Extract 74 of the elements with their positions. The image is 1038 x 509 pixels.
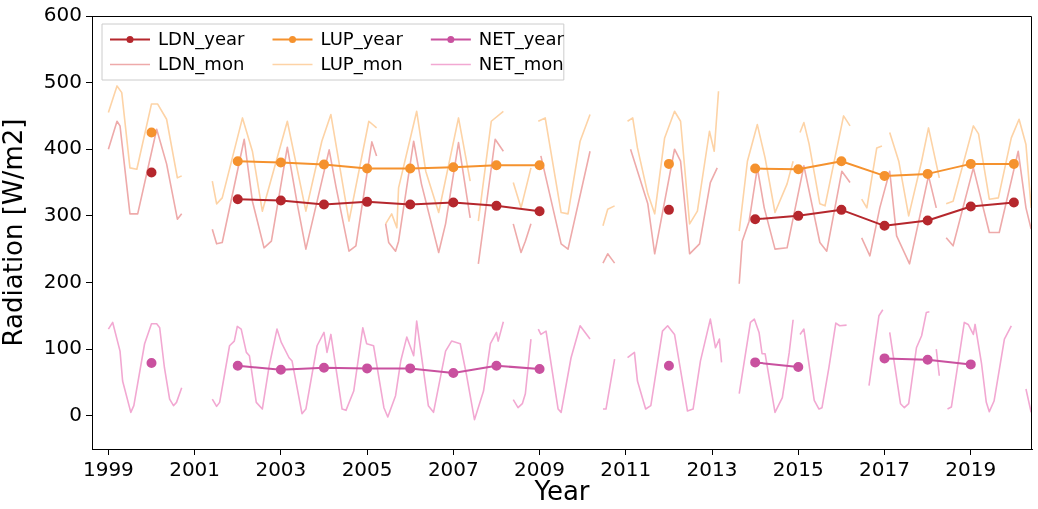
point xyxy=(879,220,890,231)
point xyxy=(750,214,761,225)
point xyxy=(965,158,976,169)
point xyxy=(362,196,373,207)
point xyxy=(793,164,804,175)
point xyxy=(275,195,286,206)
point xyxy=(663,204,674,215)
x-tick-label: 2013 xyxy=(686,457,738,482)
point xyxy=(750,357,761,368)
legend-label: LUP_year xyxy=(320,28,404,51)
legend-label: LUP_mon xyxy=(320,53,403,76)
point xyxy=(275,157,286,168)
y-tick-label: 300 xyxy=(43,202,82,227)
y-tick-label: 500 xyxy=(43,68,82,93)
x-tick-label: 2001 xyxy=(169,457,221,482)
point xyxy=(663,360,674,371)
point xyxy=(405,363,416,374)
x-tick-label: 2003 xyxy=(255,457,307,482)
legend-label: NET_year xyxy=(478,28,565,51)
x-tick-label: 2019 xyxy=(945,457,997,482)
point xyxy=(836,204,847,215)
point xyxy=(663,158,674,169)
legend-label: NET_mon xyxy=(478,53,564,76)
y-tick-label: 600 xyxy=(43,2,82,27)
x-tick-label: 2007 xyxy=(427,457,479,482)
y-tick-label: 100 xyxy=(43,335,82,360)
point xyxy=(491,160,502,171)
point xyxy=(491,200,502,211)
x-tick-label: 2017 xyxy=(859,457,910,482)
point xyxy=(362,363,373,374)
point xyxy=(275,364,286,375)
point xyxy=(405,163,416,174)
point xyxy=(534,160,545,171)
point xyxy=(793,210,804,221)
x-tick-label: 2011 xyxy=(600,457,652,482)
y-tick-label: 0 xyxy=(69,401,82,426)
point xyxy=(146,358,157,369)
point xyxy=(146,167,157,178)
legend-label: LDN_mon xyxy=(158,53,245,76)
y-tick-label: 400 xyxy=(43,135,82,160)
point xyxy=(965,201,976,212)
point xyxy=(448,368,459,379)
point xyxy=(405,199,416,210)
point xyxy=(965,359,976,370)
point xyxy=(879,170,890,181)
point xyxy=(534,364,545,375)
point xyxy=(879,353,890,364)
point xyxy=(534,206,545,217)
point xyxy=(448,162,459,173)
point xyxy=(318,159,329,170)
point xyxy=(1008,197,1019,208)
point xyxy=(362,163,373,174)
y-tick-label: 200 xyxy=(43,268,82,293)
legend-label: LDN_year xyxy=(158,28,246,51)
point xyxy=(232,194,243,205)
point xyxy=(318,362,329,373)
point xyxy=(922,354,933,365)
point xyxy=(232,156,243,167)
point xyxy=(491,360,502,371)
point xyxy=(1008,158,1019,169)
x-axis-title: Year xyxy=(533,476,590,507)
x-tick-label: 1999 xyxy=(82,457,134,482)
point xyxy=(146,127,157,138)
point xyxy=(922,215,933,226)
point xyxy=(448,197,459,208)
point xyxy=(836,156,847,167)
point xyxy=(793,362,804,373)
y-axis-title: Radiation [W/m2] xyxy=(0,118,29,347)
point xyxy=(750,163,761,174)
point xyxy=(318,199,329,210)
x-tick-label: 2015 xyxy=(772,457,824,482)
point xyxy=(922,168,933,179)
point xyxy=(232,360,243,371)
x-tick-label: 2005 xyxy=(341,457,393,482)
